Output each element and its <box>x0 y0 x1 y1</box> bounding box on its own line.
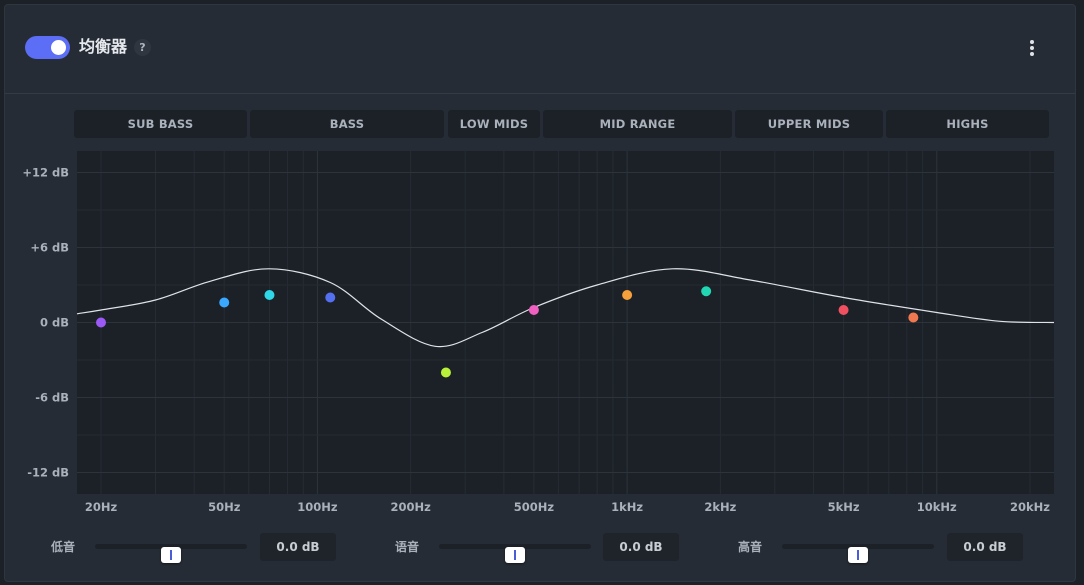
more-vertical-icon <box>1030 52 1034 56</box>
treble-slider-group: 高音 0.0 dB <box>687 532 1047 563</box>
eq-band-point[interactable] <box>219 297 230 308</box>
y-tick-label: -12 dB <box>27 466 69 480</box>
bass-value: 0.0 dB <box>260 533 336 561</box>
x-tick-label: 500Hz <box>514 500 555 514</box>
y-tick-label: 0 dB <box>40 316 69 330</box>
y-axis-labels: +12 dB +6 dB 0 dB -6 dB -12 dB <box>22 166 69 480</box>
eq-points[interactable] <box>96 286 919 378</box>
more-vertical-icon <box>1030 46 1034 50</box>
eq-band-point[interactable] <box>908 312 919 323</box>
voice-slider[interactable] <box>439 544 591 563</box>
eq-band-point[interactable] <box>528 305 539 315</box>
bass-slider-group: 低音 0.0 dB <box>0 532 360 563</box>
eq-curve <box>76 268 1055 348</box>
treble-label: 高音 <box>738 540 763 554</box>
panel-title: 均衡器 <box>79 37 128 56</box>
band-sub-bass: SUB BASS <box>74 110 247 138</box>
treble-slider-handle[interactable] <box>848 547 868 563</box>
more-options-button[interactable] <box>1011 27 1053 69</box>
handle-grip <box>514 550 516 560</box>
eq-band-point[interactable] <box>325 292 336 303</box>
x-tick-label: 5kHz <box>828 500 860 514</box>
handle-grip <box>170 550 172 560</box>
bass-label: 低音 <box>51 540 76 554</box>
voice-slider-group: 语音 0.0 dB <box>344 532 704 563</box>
band-low-mids: LOW MIDS <box>448 110 540 138</box>
eq-band-point[interactable] <box>264 290 275 300</box>
eq-band-point[interactable] <box>440 367 451 378</box>
equalizer-header: 均衡器 ? <box>5 5 1075 94</box>
x-tick-label: 20kHz <box>1010 500 1050 514</box>
x-axis-labels: 20Hz 50Hz 100Hz 200Hz 500Hz 1kHz 2kHz 5kHz 10kHz… <box>85 500 1050 514</box>
handle-grip <box>857 550 859 560</box>
bass-slider-handle[interactable] <box>161 547 181 563</box>
eq-band-point[interactable] <box>622 290 633 300</box>
voice-label: 语音 <box>395 540 420 554</box>
band-labels: SUB BASS BASS LOW MIDS MID RANGE UPPER M… <box>74 110 1049 138</box>
treble-slider[interactable] <box>782 544 934 563</box>
x-tick-label: 10kHz <box>917 500 957 514</box>
treble-value: 0.0 dB <box>947 533 1023 561</box>
x-tick-label: 50Hz <box>208 500 241 514</box>
y-tick-label: +12 dB <box>22 166 69 180</box>
band-highs: HIGHS <box>886 110 1049 138</box>
y-tick-label: +6 dB <box>30 241 69 255</box>
x-tick-label: 100Hz <box>297 500 338 514</box>
bass-slider[interactable] <box>95 544 247 563</box>
grid <box>77 151 1054 494</box>
band-upper-mids: UPPER MIDS <box>735 110 883 138</box>
y-tick-label: -6 dB <box>35 391 69 405</box>
voice-slider-handle[interactable] <box>505 547 525 563</box>
x-tick-label: 1kHz <box>611 500 643 514</box>
x-tick-label: 2kHz <box>704 500 736 514</box>
eq-band-point[interactable] <box>701 286 712 297</box>
x-tick-label: 200Hz <box>391 500 432 514</box>
help-icon[interactable]: ? <box>134 39 151 56</box>
eq-band-point[interactable] <box>838 305 849 315</box>
band-mid-range: MID RANGE <box>543 110 732 138</box>
more-vertical-icon <box>1030 40 1034 44</box>
toggle-knob <box>51 40 66 55</box>
band-bass: BASS <box>250 110 444 138</box>
equalizer-toggle[interactable] <box>25 36 70 59</box>
eq-band-point[interactable] <box>96 317 106 328</box>
voice-value: 0.0 dB <box>603 533 679 561</box>
x-tick-label: 20Hz <box>85 500 118 514</box>
